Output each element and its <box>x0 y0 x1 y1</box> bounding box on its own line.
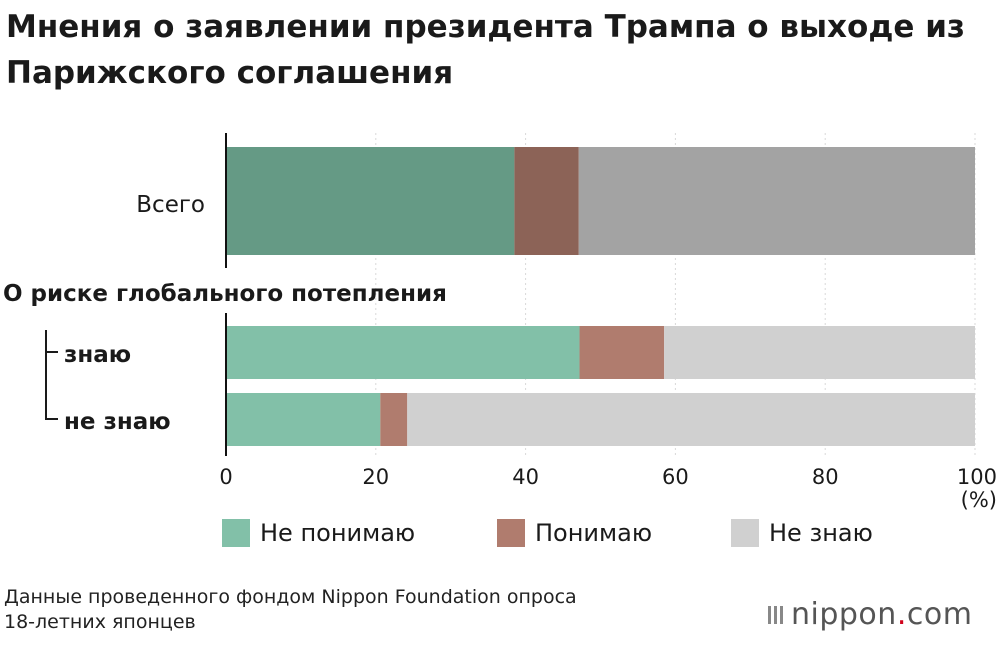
bar-segment <box>226 147 515 255</box>
bar-segment <box>407 393 975 446</box>
bar-segment <box>380 393 408 446</box>
x-tick-label: 20 <box>362 465 389 489</box>
bar-segment <box>514 147 579 255</box>
source-note-line: 18-летних японцев <box>4 611 196 633</box>
x-tick-label: 100 <box>957 465 997 489</box>
nippon-logo: nippon. com <box>768 597 972 632</box>
legend-swatch <box>731 519 759 547</box>
group-bracket <box>45 330 58 420</box>
x-tick-label: 0 <box>219 465 232 489</box>
x-tick-label: 60 <box>662 465 689 489</box>
bar-segment <box>579 326 665 379</box>
brand-name: nippon <box>791 597 897 632</box>
brand-dot: . <box>896 597 907 632</box>
legend-item-ne-znayu: Не знаю <box>731 519 873 547</box>
unit-label: (%) <box>961 488 997 512</box>
bar-segment <box>578 147 975 255</box>
stacked-bar-chart: 0 20 40 60 80 100(%) Всего О риске глобального … <box>3 133 997 512</box>
legend-item-ne-ponimayu: Не понимаю <box>222 519 415 547</box>
legend-label: Не понимаю <box>260 519 416 547</box>
x-tick-label: 40 <box>512 465 539 489</box>
category-label: Всего <box>136 192 205 218</box>
bar-segment <box>226 393 381 446</box>
legend-label: Не знаю <box>769 519 873 547</box>
source-note-line: Данные проведенного фондом Nippon Founda… <box>4 586 577 608</box>
legend-item-ponimayu: Понимаю <box>497 519 652 547</box>
source-note: Данные проведенного фондом Nippon Founda… <box>4 585 577 635</box>
legend-swatch <box>497 519 525 547</box>
legend-label: Понимаю <box>535 519 653 547</box>
legend-swatch <box>222 519 250 547</box>
nippon-mark-icon <box>768 605 783 624</box>
bar-segment <box>664 326 975 379</box>
bar-segment <box>226 326 580 379</box>
group-label: О риске глобального потепления <box>3 281 447 307</box>
chart-title: Мнения о заявлении президента Трампа о в… <box>6 9 965 91</box>
brand-tld: com <box>906 597 973 632</box>
category-label: не знаю <box>64 409 171 435</box>
category-label: знаю <box>64 342 131 368</box>
x-tick-label: 80 <box>812 465 839 489</box>
